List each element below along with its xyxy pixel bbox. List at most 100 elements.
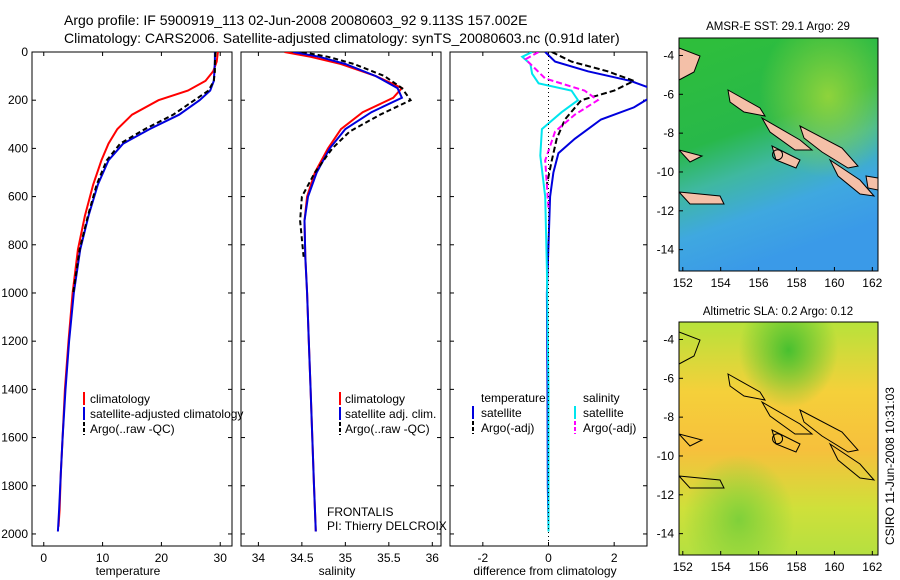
map-y-tick-label: -6 [663,87,674,101]
figure-title-line1: Argo profile: IF 5900919_113 02-Jun-2008… [64,12,527,28]
y-tick-label: 1400 [1,382,28,396]
legend-header-temperature: temperature [481,391,546,405]
map-y-tick-label: -10 [657,165,675,179]
axes-layer: 0 10 20 30020040060080010001200140016001800… [1,45,647,565]
y-tick-label: 200 [8,93,28,107]
map-x-tick-label: 162 [862,276,882,290]
map-x-tick-label: 154 [711,276,731,290]
side-timestamp-label: CSIRO 11-Jun-2008 10:31:03 [883,387,897,545]
temperature-line-climatology [57,52,219,527]
salinity-legend: climatology satellite adj. clim. Argo(..… [339,392,436,436]
salinity-line-argo-raw-qc [299,52,413,257]
temperature-series-group [56,52,219,532]
y-tick-label: 600 [8,190,28,204]
map-x-tick-label: 158 [786,276,806,290]
map-y-tick-label: -10 [657,449,675,463]
map-x-tick-label: 160 [824,276,844,290]
sst-map [679,38,878,271]
map-x-tick-label: 152 [673,560,693,574]
sla-green-patch-2 [679,322,878,555]
legend-label-satellite: satellite-adjusted climatology [90,407,243,421]
temperature-xlabel: temperature [96,564,161,578]
legend-label-sal-argo: Argo(-adj) [583,421,636,435]
map-y-tick-label: -14 [657,527,675,541]
x-tick-label: 0 [545,551,552,565]
argo-position-marker [772,433,784,445]
temperature-line-argo-raw-qc [72,52,217,294]
map-y-tick-label: -4 [663,48,674,62]
salinity-line-climatology [284,52,404,532]
legend-label-sal-satellite: satellite [583,406,624,420]
x-tick-label: 35 [339,551,353,565]
sst-map-ticks: 152 154 156 158 160 162 -4 -6 -8 -10 -12 -14 [657,48,883,290]
sla-map-title: Altimetric SLA: 0.2 Argo: 0.12 [703,306,853,318]
map-x-tick-label: 154 [711,560,731,574]
y-tick-label: 2000 [1,527,28,541]
x-tick-label: -2 [477,551,488,565]
legend-label-argo: Argo(..raw -QC) [345,422,430,436]
temperature-legend: climatology satellite-adjusted climatolo… [83,392,243,436]
salinity-series-group [284,52,413,532]
map-y-tick-label: -8 [663,126,674,140]
x-tick-label: 30 [214,551,228,565]
salinity-panel [240,51,442,547]
map-y-tick-label: -12 [657,488,675,502]
x-tick-label: 0 [40,551,47,565]
sla-coastlines [679,331,876,489]
legend-label-argo: Argo(..raw -QC) [90,422,175,436]
map-x-tick-label: 156 [749,276,769,290]
map-y-tick-label: -8 [663,410,674,424]
x-tick-label: 2 [611,551,618,565]
difference-legend: temperature salinity satellite Argo(-adj… [472,391,636,435]
sst-map-title: AMSR-E SST: 29.1 Argo: 29 [706,21,850,33]
legend-label-satellite: satellite adj. clim. [345,407,436,421]
map-x-tick-label: 160 [824,560,844,574]
y-tick-label: 0 [21,45,28,59]
argo-position-marker [772,149,784,161]
legend-label-climatology: climatology [90,392,150,406]
sst-islands [679,47,878,205]
map-y-tick-label: -4 [663,332,674,346]
difference-line-temperature-argo-adj [545,52,637,185]
map-y-tick-label: -14 [657,243,675,257]
credit-frontalis: FRONTALIS [327,505,393,519]
x-tick-label: 34.5 [290,551,314,565]
map-x-tick-label: 156 [749,560,769,574]
difference-xlabel: difference from climatology [473,564,616,578]
sla-map-frame [678,321,879,556]
temperature-panel [31,51,233,547]
salinity-line-satellite-adj-clim [293,52,404,532]
map-x-tick-label: 162 [862,560,882,574]
y-tick-label: 1800 [1,479,28,493]
map-y-tick-label: -12 [657,204,675,218]
difference-line-temperature-satellite [544,52,647,532]
y-tick-label: 1600 [1,431,28,445]
x-tick-label: 36 [426,551,440,565]
y-tick-label: 800 [8,238,28,252]
difference-series-group [520,52,647,532]
lines-layer [56,52,647,532]
y-tick-label: 1200 [1,334,28,348]
difference-line-salinity-satellite [520,52,580,532]
temperature-line-satellite-adjusted-climatology [56,52,216,532]
x-tick-label: 20 [155,551,169,565]
legend-header-salinity: salinity [583,391,620,405]
sla-map-ticks: 152 154 156 158 160 162 -4 -6 -8 -10 -12 -14 [657,332,883,574]
credit-pi: PI: Thierry DELCROIX [327,519,447,533]
map-x-tick-label: 158 [786,560,806,574]
sst-map-frame [678,37,879,272]
map-y-tick-label: -6 [663,371,674,385]
legend-label-temp-argo: Argo(-adj) [481,421,534,435]
legend-label-temp-satellite: satellite [481,406,522,420]
y-tick-label: 1000 [1,286,28,300]
difference-line-salinity-argo-adj [523,52,600,209]
y-tick-label: 400 [8,141,28,155]
x-tick-label: 34 [252,551,266,565]
figure-title-line2: Climatology: CARS2006. Satellite-adjuste… [64,30,620,46]
x-tick-label: 35.5 [377,551,401,565]
salinity-xlabel: salinity [319,564,356,578]
x-tick-label: 10 [96,551,110,565]
legend-label-climatology: climatology [345,392,405,406]
sla-map [679,322,878,555]
